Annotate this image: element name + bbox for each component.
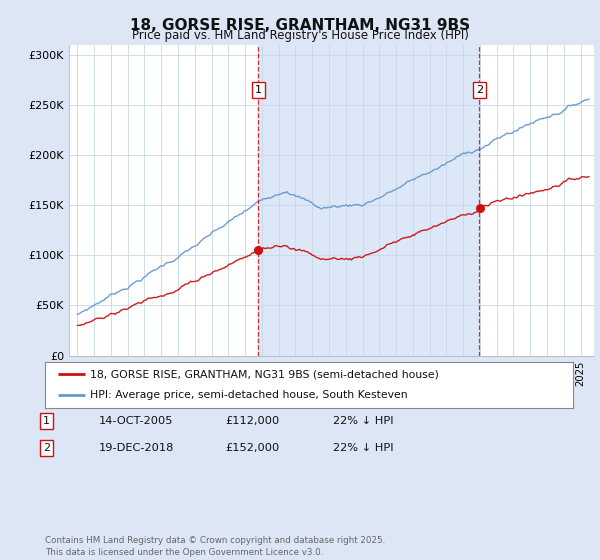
Text: 14-OCT-2005: 14-OCT-2005 — [99, 416, 173, 426]
Text: HPI: Average price, semi-detached house, South Kesteven: HPI: Average price, semi-detached house,… — [90, 390, 407, 400]
Text: 1: 1 — [43, 416, 50, 426]
Bar — [259, 45, 479, 356]
Text: £112,000: £112,000 — [225, 416, 279, 426]
Text: £152,000: £152,000 — [225, 443, 279, 453]
Text: 18, GORSE RISE, GRANTHAM, NG31 9BS (semi-detached house): 18, GORSE RISE, GRANTHAM, NG31 9BS (semi… — [90, 369, 439, 379]
Text: 2: 2 — [476, 85, 483, 95]
Text: Contains HM Land Registry data © Crown copyright and database right 2025.
This d: Contains HM Land Registry data © Crown c… — [45, 536, 385, 557]
Text: 22% ↓ HPI: 22% ↓ HPI — [333, 443, 394, 453]
Text: 1: 1 — [255, 85, 262, 95]
Text: 18, GORSE RISE, GRANTHAM, NG31 9BS: 18, GORSE RISE, GRANTHAM, NG31 9BS — [130, 18, 470, 33]
Text: Price paid vs. HM Land Registry's House Price Index (HPI): Price paid vs. HM Land Registry's House … — [131, 29, 469, 42]
Text: 2: 2 — [43, 443, 50, 453]
Text: 19-DEC-2018: 19-DEC-2018 — [99, 443, 175, 453]
Text: 22% ↓ HPI: 22% ↓ HPI — [333, 416, 394, 426]
